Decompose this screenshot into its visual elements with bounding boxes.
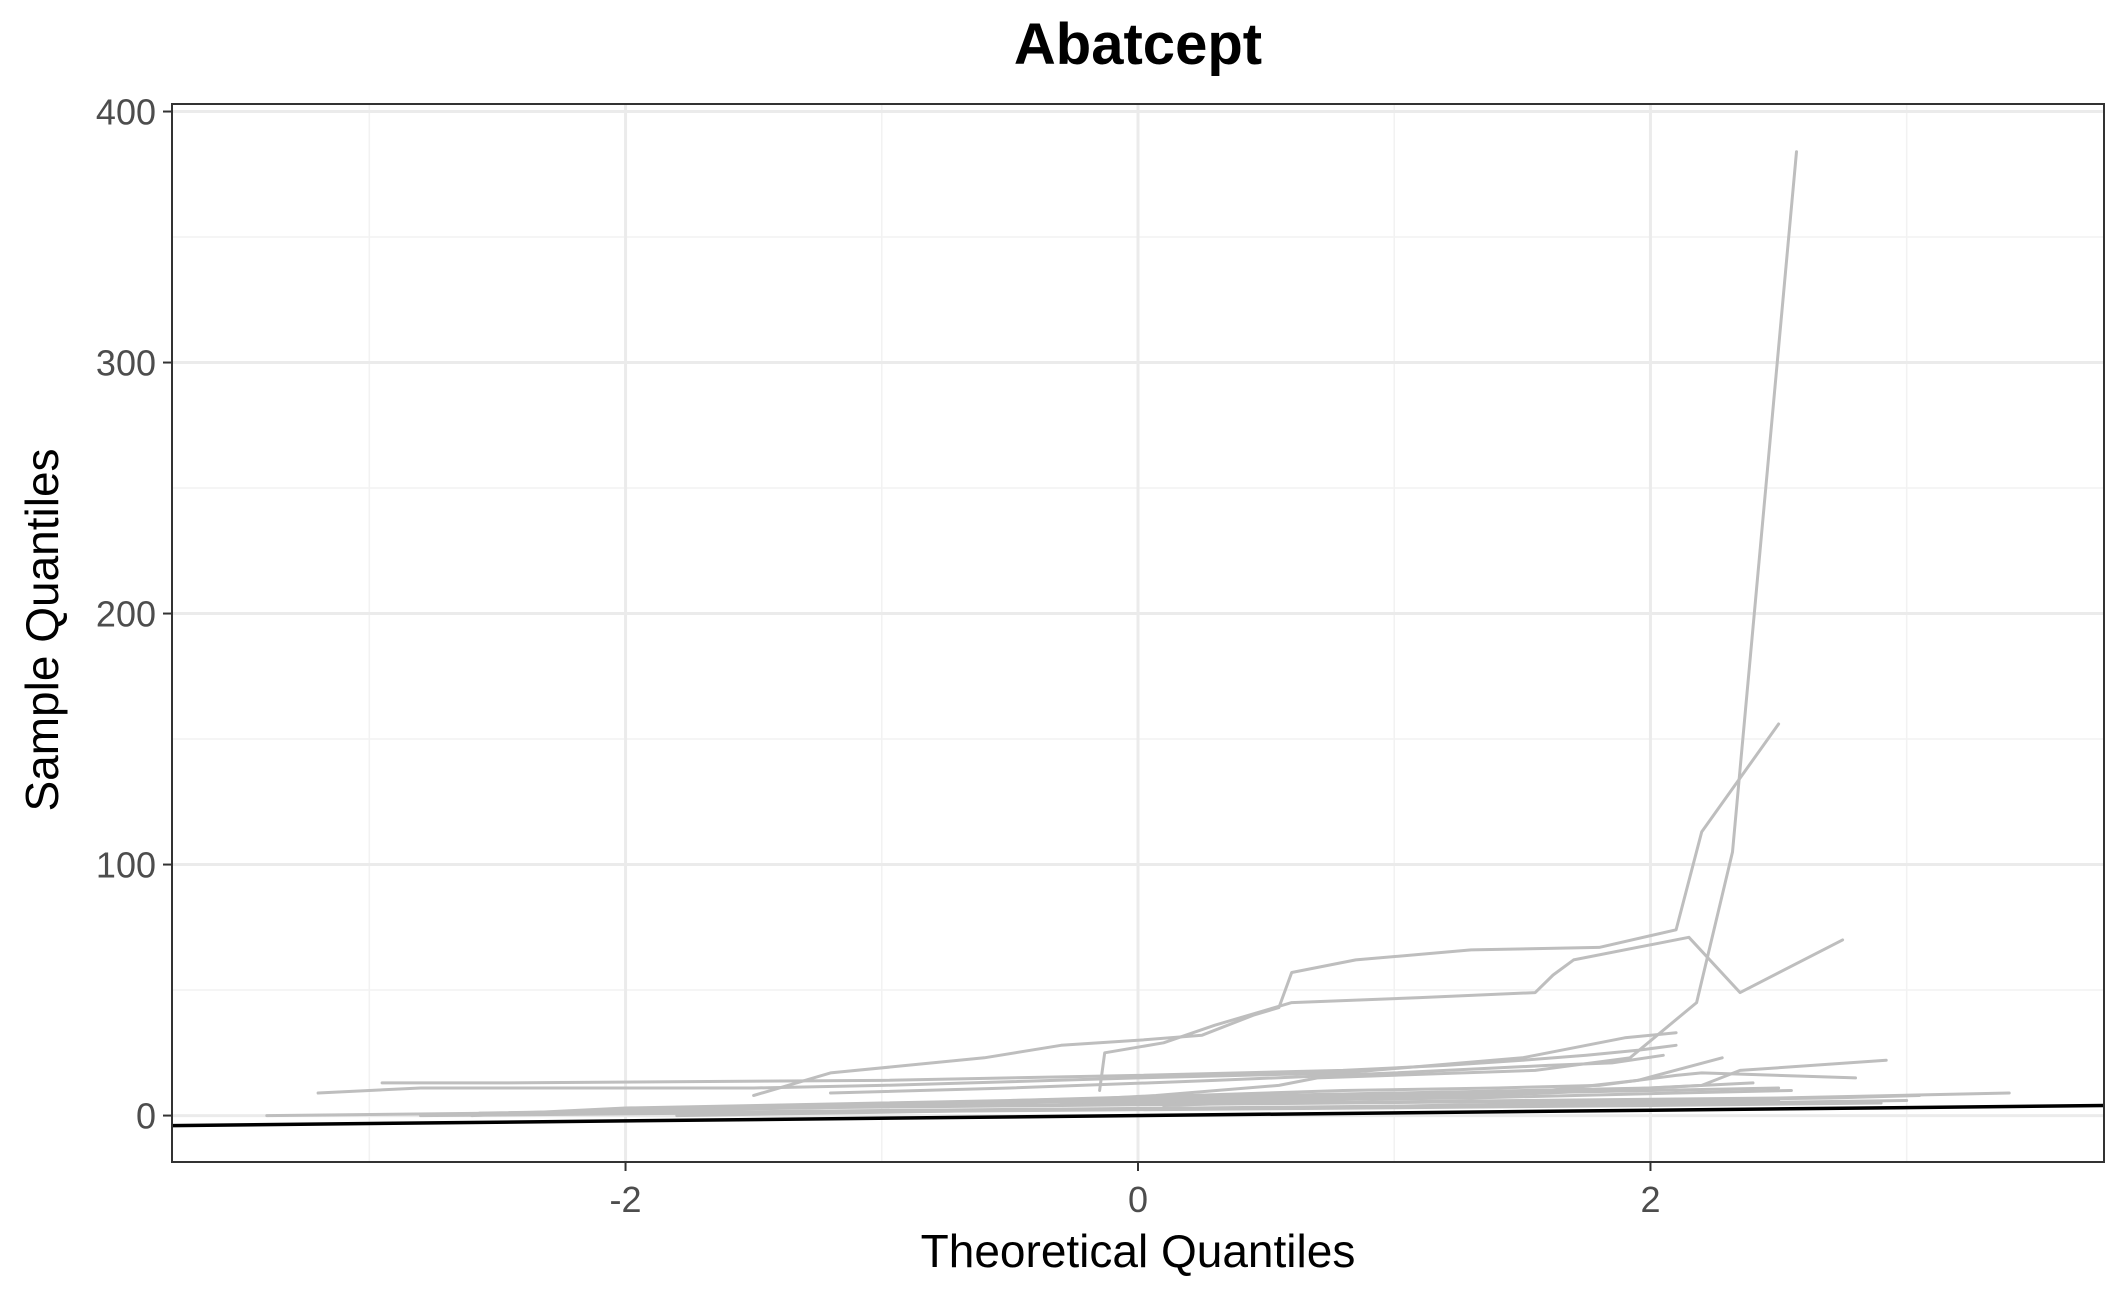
y-tick-label: 300: [96, 343, 156, 384]
series-line-10: [470, 1081, 1755, 1118]
series-lines: [265, 150, 2011, 1118]
reference-line: [171, 1103, 2105, 1128]
series-line-7: [1008, 1071, 1857, 1102]
series-line-4: [316, 1031, 1678, 1095]
axes: -2 0 2 0 100 200 300 400: [96, 92, 1661, 1220]
y-tick-label: 400: [96, 92, 156, 133]
y-tick-label: 100: [96, 845, 156, 886]
series-line-17: [419, 1101, 1883, 1118]
x-tick-label: 0: [1128, 1179, 1148, 1220]
series-line-3: [1098, 935, 1845, 1092]
chart-title: Abatcept: [1014, 12, 1262, 77]
x-tick-label: 2: [1640, 1179, 1660, 1220]
x-axis-title: Theoretical Quantiles: [921, 1225, 1356, 1277]
x-tick-label: -2: [610, 1179, 642, 1220]
y-tick-label: 0: [136, 1096, 156, 1137]
series-line-12: [726, 1089, 1793, 1110]
series-line-6: [829, 1053, 1665, 1095]
y-axis-title: Sample Quantiles: [16, 448, 68, 811]
series-line-5: [380, 1043, 1678, 1085]
grid-lines: [172, 104, 2104, 1162]
y-tick-label: 200: [96, 594, 156, 635]
series-line-14: [547, 1094, 1921, 1115]
